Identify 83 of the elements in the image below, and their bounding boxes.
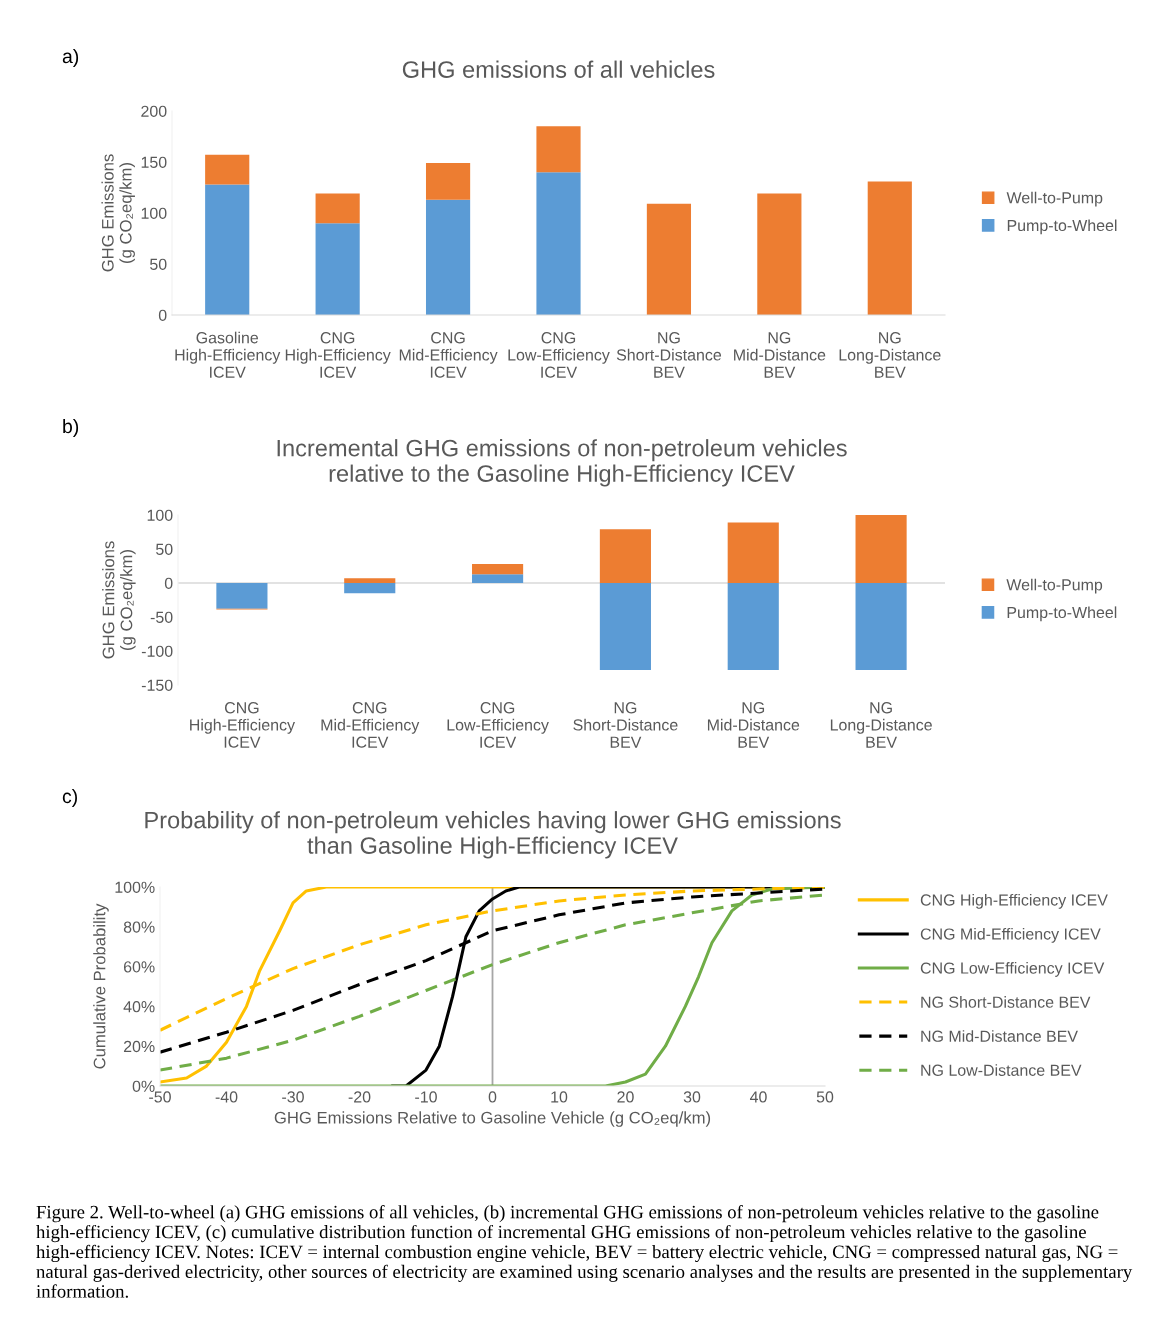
x-tick-label: NG Short-Distance BEV [616,332,722,378]
bar [315,193,360,224]
y-tick-label: 0 [158,309,167,321]
bar [599,583,651,671]
bar [727,522,779,583]
y-tick-label: 40% [123,1001,155,1013]
x-tick-label: -30 [282,1091,304,1103]
y-tick-label: 50 [150,258,167,270]
x-tick-label: CNG High-Efficiency ICEV [285,332,391,378]
bar [727,583,779,671]
x-tick-label: CNG Mid-Efficiency ICEV [321,702,420,748]
legend-label: NG Short-Distance BEV [921,996,1091,1008]
x-tick-label: 30 [683,1091,701,1103]
y-tick-label: 80% [123,921,155,933]
x-tick-label: 20 [617,1091,634,1103]
bar [646,203,692,315]
y-tick-label: 50 [156,543,173,555]
x-tick-label: NG Short-Distance BEV [573,702,678,748]
bar [472,563,524,575]
text: c) [62,788,77,808]
y-tick-label: 100 [147,509,173,521]
legend-label: NG Low-Distance BEV [921,1064,1082,1076]
y-axis-title: GHG Emissions (g CO₂eq/km) [101,154,135,272]
legend-label: NG Mid-Distance BEV [921,1030,1078,1042]
bar [855,583,907,671]
bar [344,578,396,583]
y-tick-label: 60% [123,961,155,973]
y-tick-label: 20% [123,1040,155,1053]
bar [216,583,268,609]
bar [757,193,802,315]
legend-label: Pump-to-Wheel [1007,606,1117,622]
text: a) [62,48,79,68]
bar [536,172,581,315]
bar [425,199,471,315]
y-tick-label: 200 [141,105,167,117]
y-tick-label: -150 [141,679,173,691]
x-tick-label: NG Mid-Distance BEV [707,702,800,748]
x-axis-title: GHG Emissions Relative to Gasoline Vehicle (g CO₂eq/km) [274,1111,711,1127]
x-tick-label: 10 [551,1091,568,1103]
bar [205,184,250,315]
y-axis-title: GHG Emissions (g CO₂eq/km) [102,541,136,659]
bar [472,574,524,583]
legend-label: CNG Low-Efficiency ICEV [920,962,1105,977]
y-tick-label: 100 [141,207,167,219]
x-tick-label: 0 [488,1091,497,1103]
text: b) [63,418,79,438]
y-tick-label: 0% [132,1080,155,1092]
x-tick-label: CNG High-Efficiency ICEV [190,702,296,748]
x-tick-label: NG Long-Distance BEV [830,702,932,748]
legend-label: Well-to-Pump [1006,191,1103,207]
chart-title: Incremental GHG emissions of non-petroleum vehicles relative to the Gasoline High-Efficiency ICEV [277,439,847,487]
x-tick-label: -20 [348,1091,371,1103]
x-tick-label: CNG Mid-Efficiency ICEV [399,332,498,378]
bar [599,529,651,583]
bar [205,154,250,185]
bar [344,583,396,594]
x-tick-label: 40 [749,1091,767,1103]
x-tick-label: NG Mid-Distance BEV [734,332,826,378]
x-tick-label: NG Long-Distance BEV [839,332,941,378]
y-tick-label: 100% [115,881,155,893]
bar [425,163,471,200]
chart-title: Probability of non-petroleum vehicles having lower GHG emissions than Gasoline High-Efficiency ICEV [145,811,841,859]
bar [315,223,360,315]
x-tick-label: 50 [816,1091,834,1103]
y-tick-label: 0 [164,577,173,589]
x-tick-label: CNG Low-Efficiency ICEV [508,332,610,378]
legend-label: Well-to-Pump [1006,578,1103,594]
caption: Figure 2. Well-to-wheel (a) GHG emissions of all vehicles, (b) incremental GHG emissions of non-petroleum vehicles relative to the gasoline high-efficiency ICEV, (c) cumulative distribution function of incremental GHG emissions of non-petroleum vehicles relative to the gasoline high-efficiency ICEV. Notes: ICEV = internal combustion engine vehicle, BEV = battery electric vehicle, CNG = compressed natural gas, NG = natural gas-derived electricity, other sources of electricity are examined using scenario analyses and the results are presented in the supplementary information. [36,1205,1133,1298]
legend-label: CNG Mid-Efficiency ICEV [920,927,1101,943]
x-tick-label: CNG Low-Efficiency ICEV [447,702,549,748]
bar [867,181,912,315]
bar [855,515,907,583]
y-tick-label: -100 [141,645,173,657]
y-tick-label: -50 [150,611,173,623]
y-tick-label: 150 [141,156,167,168]
chart-title: GHG emissions of all vehicles [402,60,715,78]
bar [536,126,581,173]
legend-label: Pump-to-Wheel [1007,219,1117,235]
x-tick-label: -10 [415,1091,437,1103]
x-tick-label: -40 [215,1091,238,1103]
y-axis-title: Cumulative Probability [93,903,109,1069]
legend-label: CNG High-Efficiency ICEV [920,893,1108,909]
x-tick-label: Gasoline High-Efficiency ICEV [175,331,281,378]
